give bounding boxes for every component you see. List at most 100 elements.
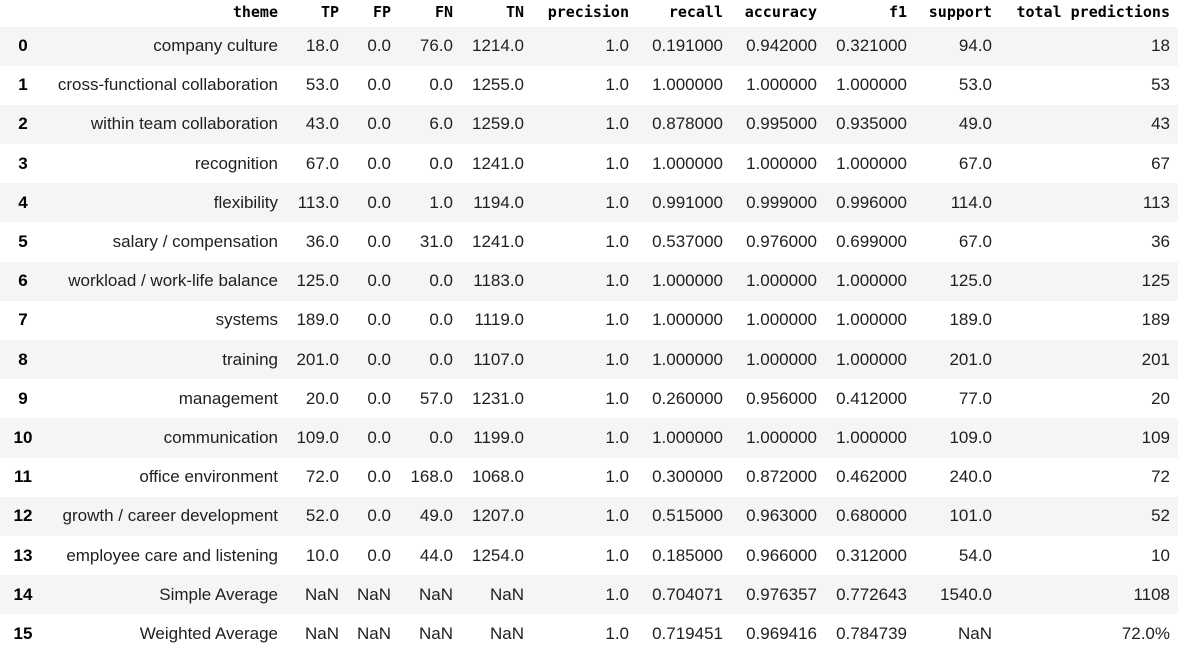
row-index: 6 [18,271,28,291]
row-index: 5 [18,232,28,252]
table-cell: 109 [1141,427,1170,447]
table-cell: 0.704071 [652,584,723,604]
table-cell: 1.0 [605,232,629,252]
row-index: 10 [13,427,33,447]
table-cell: 1241.0 [472,232,524,252]
row-index: 0 [18,36,28,56]
table-row: 0 company culture 18.0 0.0 76.0 1214.0 1.0 0.19… [0,26,1178,66]
table-cell: 1068.0 [472,467,524,487]
table-cell: 1.0 [605,75,629,95]
table-cell: 1.0 [605,153,629,173]
table-cell: employee care and listening [66,545,278,565]
table-cell: 189.0 [949,310,992,330]
table-cell: 0.0 [367,75,391,95]
table-cell: 77.0 [958,388,992,408]
table-cell: 1.0 [605,36,629,56]
table-cell: 240.0 [949,467,992,487]
table-cell: 201.0 [296,349,339,369]
table-cell: growth / career development [62,506,278,526]
table-cell: 0.680000 [836,506,907,526]
column-header: f1 [825,0,915,27]
table-cell: office environment [139,467,278,487]
row-index: 1 [18,75,28,95]
table-body: 0 company culture 18.0 0.0 76.0 1214.0 1.0 0.19… [0,26,1178,654]
table-cell: 0.0 [367,506,391,526]
table-row: 3 recognition 67.0 0.0 0.0 1241.0 1.0 1.000000 1… [0,144,1178,183]
table-cell: Simple Average [159,584,278,604]
table-cell: 1.000000 [746,310,817,330]
row-index: 9 [18,388,28,408]
table-cell: 0.0 [367,467,391,487]
table-row: 6 workload / work-life balance 125.0 0.0 0.0… [0,261,1178,301]
table-cell: 1.000000 [652,75,723,95]
table-cell: 0.719451 [652,623,723,643]
table-header: theme TP FP FN TN precision recall accuracy f1 su… [0,0,1178,27]
table-cell: 0.0 [367,36,391,56]
table-cell: NaN [356,584,391,604]
table-cell: 1259.0 [472,114,524,134]
table-cell: 57.0 [419,388,453,408]
table-cell: 36.0 [305,232,339,252]
table-cell: 1.0 [605,271,629,291]
table-row: 5 salary / compensation 36.0 0.0 31.0 1241.0 1… [0,222,1178,261]
table-cell: systems [215,310,278,330]
table-cell: 18 [1151,36,1170,56]
table-cell: 0.976357 [746,584,817,604]
table-cell: 67.0 [958,232,992,252]
table-cell: 0.0 [367,153,391,173]
table-cell: 0.772643 [836,584,907,604]
table-cell: 53.0 [958,75,992,95]
table-cell: 189 [1141,310,1170,330]
row-index: 15 [13,623,33,643]
table-cell: 43 [1151,114,1170,134]
table-cell: 1119.0 [474,310,524,330]
table-cell: 53.0 [305,75,339,95]
table-cell: 1108 [1133,584,1170,604]
table-cell: 189.0 [296,310,339,330]
table-row: 9 management 20.0 0.0 57.0 1231.0 1.0 0.260000 0… [0,379,1178,418]
table-cell: 0.0 [367,388,391,408]
table-cell: 109.0 [296,427,339,447]
table-cell: 94.0 [958,36,992,56]
column-header: support [915,0,1000,27]
table-cell: salary / compensation [112,232,278,252]
table-cell: 101.0 [949,506,992,526]
table-cell: 0.956000 [746,388,817,408]
table-cell: 72 [1151,467,1170,487]
table-cell: 52.0 [305,506,339,526]
table-cell: 0.0 [367,349,391,369]
table-cell: 1.000000 [836,427,907,447]
table-cell: 1241.0 [472,153,524,173]
table-cell: 0.185000 [652,545,723,565]
table-cell: 1.0 [429,192,453,212]
table-cell: 0.969416 [746,623,817,643]
row-index: 11 [14,467,32,487]
table-cell: Weighted Average [139,623,278,643]
table-cell: 0.942000 [746,36,817,56]
table-cell: 0.300000 [652,467,723,487]
table-cell: management [178,388,278,408]
table-cell: 54.0 [958,545,992,565]
row-index: 14 [13,584,33,604]
table-row: 15 Weighted Average NaN NaN NaN NaN 1.0 0.71945… [0,614,1178,653]
table-cell: 0.515000 [652,506,723,526]
table-cell: 125.0 [296,271,339,291]
table-cell: 44.0 [419,545,453,565]
table-cell: 0.963000 [746,506,817,526]
table-row: 11 office environment 72.0 0.0 168.0 1068.0 1.… [0,458,1178,497]
table-cell: 1.000000 [836,349,907,369]
table-cell: 0.0 [367,271,391,291]
table-cell: 1214.0 [472,36,524,56]
column-header: recall [637,0,731,27]
table-cell: 52 [1151,506,1170,526]
table-row: 8 training 201.0 0.0 0.0 1107.0 1.0 1.000000 1.0… [0,340,1178,380]
table-cell: 1.0 [605,114,629,134]
table-cell: 0.412000 [836,388,907,408]
table-cell: 0.995000 [746,114,817,134]
table-cell: 0.0 [367,545,391,565]
row-index: 4 [18,192,28,212]
table-cell: 0.0 [367,192,391,212]
table-cell: 1.000000 [746,153,817,173]
row-index: 7 [18,310,28,330]
